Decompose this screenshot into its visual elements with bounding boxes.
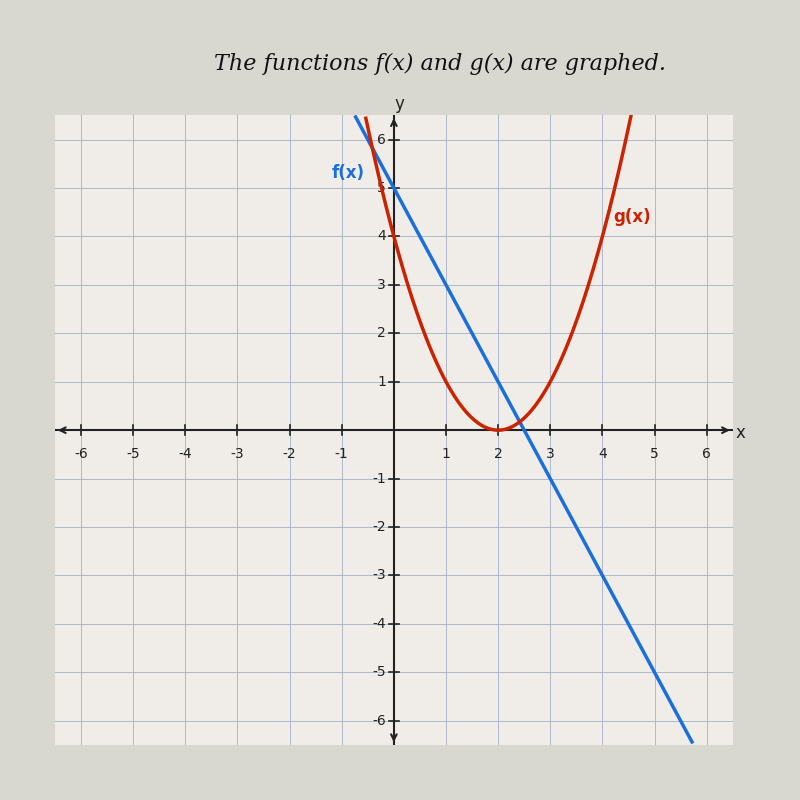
Text: -1: -1 [372,472,386,486]
Text: -4: -4 [373,617,386,631]
Text: 1: 1 [377,374,386,389]
Text: 6: 6 [702,447,711,461]
Text: -1: -1 [335,447,349,461]
Text: -6: -6 [372,714,386,728]
Text: -3: -3 [230,447,244,461]
Text: -5: -5 [126,447,140,461]
Text: -2: -2 [282,447,297,461]
Text: 6: 6 [377,133,386,146]
Text: 5: 5 [650,447,659,461]
Text: 3: 3 [546,447,554,461]
Text: -3: -3 [373,569,386,582]
Text: -4: -4 [178,447,192,461]
Text: 4: 4 [598,447,606,461]
Text: y: y [394,95,404,113]
Text: -6: -6 [74,447,88,461]
Text: g(x): g(x) [613,208,650,226]
Text: 4: 4 [378,230,386,243]
Text: The functions f(x) and g(x) are graphed.: The functions f(x) and g(x) are graphed. [214,53,666,75]
Text: 2: 2 [378,326,386,340]
Text: -5: -5 [373,666,386,679]
Text: f(x): f(x) [331,164,364,182]
Text: 1: 1 [442,447,450,461]
Text: 2: 2 [494,447,502,461]
Text: x: x [735,424,746,442]
Text: 3: 3 [378,278,386,292]
Text: 5: 5 [378,181,386,195]
Text: -2: -2 [373,520,386,534]
